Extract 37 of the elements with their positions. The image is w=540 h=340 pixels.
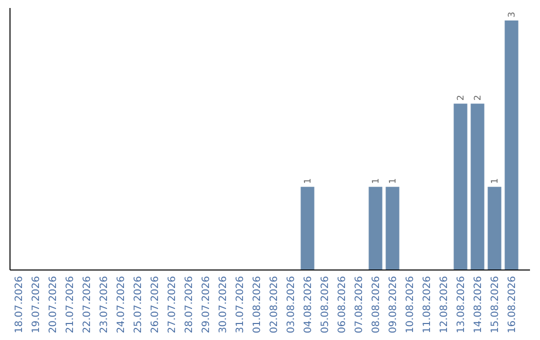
x-tick-label: 30.07.2026 bbox=[218, 276, 229, 334]
x-tick-label: 06.08.2026 bbox=[337, 276, 348, 334]
data-label: 2 bbox=[456, 94, 467, 101]
x-tick-label: 16.08.2026 bbox=[507, 276, 518, 334]
data-label: 1 bbox=[388, 178, 399, 184]
data-label: 3 bbox=[508, 12, 518, 18]
x-tick-label: 27.07.2026 bbox=[167, 276, 178, 334]
x-tick-label: 14.08.2026 bbox=[473, 276, 484, 334]
x-tick-label: 22.07.2026 bbox=[82, 276, 93, 334]
data-label: 2 bbox=[474, 94, 484, 101]
x-tick-label: 01.08.2026 bbox=[252, 276, 263, 334]
data-label: 1 bbox=[372, 178, 382, 184]
x-tick-label: 25.07.2026 bbox=[133, 276, 144, 334]
x-tick-label: 08.08.2026 bbox=[371, 276, 382, 334]
x-tick-label: 24.07.2026 bbox=[116, 276, 127, 334]
x-tick-label: 31.07.2026 bbox=[235, 276, 246, 334]
x-tick-label: 02.08.2026 bbox=[269, 276, 280, 334]
x-tick-label: 03.08.2026 bbox=[286, 276, 297, 334]
x-tick-label: 10.08.2026 bbox=[405, 276, 416, 334]
x-tick-label: 07.08.2026 bbox=[354, 276, 365, 334]
x-tick-label: 11.08.2026 bbox=[422, 276, 433, 334]
x-tick-label: 19.07.2026 bbox=[31, 276, 42, 334]
x-tick-label: 23.07.2026 bbox=[99, 276, 110, 334]
x-tick-label: 29.07.2026 bbox=[201, 276, 212, 334]
x-tick-label: 13.08.2026 bbox=[456, 276, 467, 334]
x-tick-label: 20.07.2026 bbox=[48, 276, 59, 334]
x-tick-label: 15.08.2026 bbox=[490, 276, 501, 334]
x-tick-label: 09.08.2026 bbox=[388, 276, 399, 334]
data-label: 1 bbox=[490, 178, 501, 184]
x-tick-label: 18.07.2026 bbox=[14, 276, 25, 334]
x-tick-label: 28.07.2026 bbox=[184, 276, 195, 334]
x-tick-label: 04.08.2026 bbox=[303, 276, 314, 334]
x-tick-label: 12.08.2026 bbox=[439, 276, 450, 334]
x-tick-label: 21.07.2026 bbox=[65, 276, 76, 334]
x-tick-label: 26.07.2026 bbox=[150, 276, 161, 334]
x-tick-label: 05.08.2026 bbox=[320, 276, 331, 334]
data-label: 1 bbox=[304, 178, 314, 184]
